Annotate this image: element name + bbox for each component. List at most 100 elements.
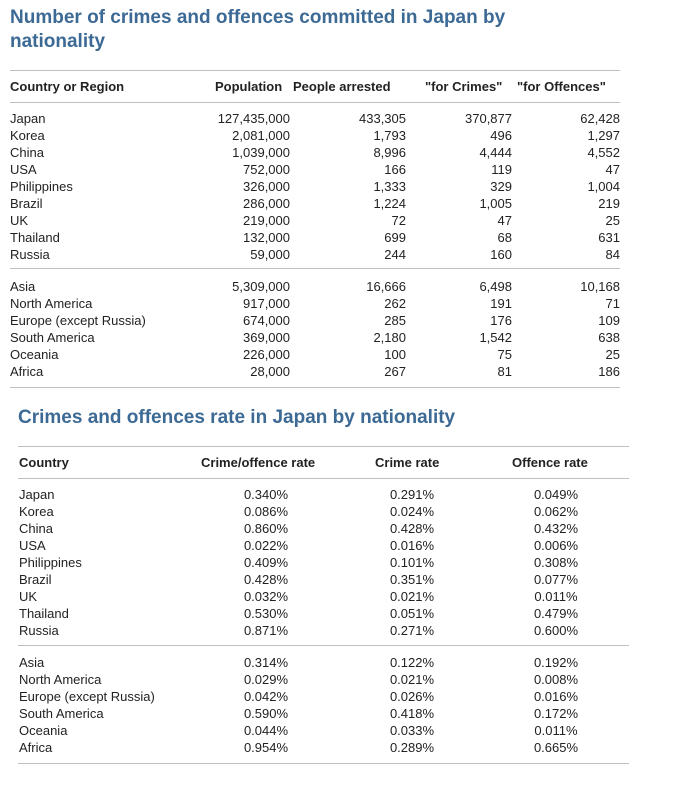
cell-offences: 10,168 (580, 279, 620, 294)
table-row: China 0.860% 0.428% 0.432% (0, 520, 676, 537)
cell-offences: 47 (605, 162, 620, 177)
cell-offence-rate: 0.172% (533, 706, 579, 721)
cell-offence-rate: 0.665% (533, 740, 579, 755)
cell-combined-rate: 0.340% (243, 487, 289, 502)
cell-combined-rate: 0.871% (243, 623, 289, 638)
cell-population: 1,039,000 (232, 145, 290, 160)
table2-bottom-rule (18, 763, 629, 764)
cell-country: Asia (10, 279, 36, 294)
table1-title: Number of crimes and offences committed … (10, 7, 506, 52)
cell-offence-rate: 0.479% (533, 606, 579, 621)
cell-population: 286,000 (243, 196, 290, 211)
cell-combined-rate: 0.860% (243, 521, 289, 536)
cell-crimes: 47 (497, 213, 512, 228)
cell-country: Europe (except Russia) (19, 689, 155, 704)
t1-header-crimes: "for Crimes" (425, 79, 503, 94)
cell-crime-rate: 0.428% (389, 521, 435, 536)
cell-population: 127,435,000 (217, 111, 290, 126)
cell-offences: 631 (598, 230, 620, 245)
cell-offences: 638 (598, 330, 620, 345)
table-row: UK 0.032% 0.021% 0.011% (0, 588, 676, 605)
cell-offences: 62,428 (580, 111, 620, 126)
table1-group-regions: Asia 5,309,000 16,666 6,498 10,168 North Amer… (0, 278, 676, 380)
cell-arrested: 2,180 (373, 330, 406, 345)
table2-title: Crimes and offences rate in Japan by nat… (18, 407, 456, 428)
cell-combined-rate: 0.032% (243, 589, 289, 604)
cell-crime-rate: 0.289% (389, 740, 435, 755)
table-row: Asia 0.314% 0.122% 0.192% (0, 654, 676, 671)
cell-offence-rate: 0.432% (533, 521, 579, 536)
cell-crimes: 75 (497, 347, 512, 362)
cell-crimes: 119 (491, 162, 512, 177)
cell-country: USA (19, 538, 46, 553)
cell-country: China (19, 521, 53, 536)
table-row: Japan 0.340% 0.291% 0.049% (0, 486, 676, 503)
cell-combined-rate: 0.530% (243, 606, 289, 621)
cell-crime-rate: 0.016% (389, 538, 435, 553)
cell-country: South America (10, 330, 95, 345)
cell-crime-rate: 0.026% (389, 689, 435, 704)
cell-combined-rate: 0.954% (243, 740, 289, 755)
table-row: North America 0.029% 0.021% 0.008% (0, 671, 676, 688)
cell-population: 219,000 (243, 213, 290, 228)
table-row: Thailand 0.530% 0.051% 0.479% (0, 605, 676, 622)
table1-group-rule (10, 268, 620, 269)
table1-header-rule (10, 102, 620, 103)
cell-crimes: 329 (490, 179, 512, 194)
cell-country: Europe (except Russia) (10, 313, 146, 328)
cell-offences: 84 (605, 247, 620, 262)
cell-arrested: 285 (384, 313, 406, 328)
cell-country: Russia (19, 623, 59, 638)
cell-arrested: 244 (384, 247, 406, 262)
cell-crime-rate: 0.101% (389, 555, 435, 570)
cell-crime-rate: 0.024% (389, 504, 435, 519)
table-row: Russia 0.871% 0.271% 0.600% (0, 622, 676, 639)
cell-crime-rate: 0.291% (389, 487, 435, 502)
table-row: South America 369,000 2,180 1,542 638 (0, 329, 676, 346)
table-row: Japan 127,435,000 433,305 370,877 62,428 (0, 110, 676, 127)
cell-crimes: 4,444 (479, 145, 512, 160)
cell-combined-rate: 0.314% (243, 655, 289, 670)
cell-offence-rate: 0.062% (533, 504, 579, 519)
cell-combined-rate: 0.590% (243, 706, 289, 721)
t1-header-arrested: People arrested (293, 79, 391, 94)
table-row: Korea 2,081,000 1,793 496 1,297 (0, 127, 676, 144)
cell-arrested: 1,333 (373, 179, 406, 194)
cell-crimes: 1,542 (479, 330, 512, 345)
cell-combined-rate: 0.428% (243, 572, 289, 587)
cell-offences: 1,004 (587, 179, 620, 194)
cell-country: South America (19, 706, 104, 721)
cell-crimes: 370,877 (465, 111, 512, 126)
cell-crime-rate: 0.021% (389, 672, 435, 687)
cell-offence-rate: 0.049% (533, 487, 579, 502)
cell-country: UK (10, 213, 29, 228)
cell-country: China (10, 145, 44, 160)
table2-top-rule (18, 446, 629, 447)
table-row: Thailand 132,000 699 68 631 (0, 229, 676, 246)
cell-offences: 1,297 (587, 128, 620, 143)
cell-combined-rate: 0.409% (243, 555, 289, 570)
cell-population: 674,000 (243, 313, 290, 328)
cell-population: 226,000 (243, 347, 290, 362)
cell-arrested: 8,996 (373, 145, 406, 160)
cell-population: 132,000 (243, 230, 290, 245)
cell-country: Brazil (10, 196, 43, 211)
t1-header-offences: "for Offences" (517, 79, 606, 94)
cell-combined-rate: 0.086% (243, 504, 289, 519)
cell-country: Oceania (19, 723, 68, 738)
table-row: USA 752,000 166 119 47 (0, 161, 676, 178)
cell-country: Japan (19, 487, 55, 502)
table-row: UK 219,000 72 47 25 (0, 212, 676, 229)
cell-offences: 219 (598, 196, 620, 211)
cell-crimes: 81 (497, 364, 512, 379)
table-row: Africa 28,000 267 81 186 (0, 363, 676, 380)
cell-population: 917,000 (243, 296, 290, 311)
table-row: USA 0.022% 0.016% 0.006% (0, 537, 676, 554)
cell-country: Korea (10, 128, 45, 143)
cell-combined-rate: 0.029% (243, 672, 289, 687)
cell-offence-rate: 0.006% (533, 538, 579, 553)
cell-crimes: 496 (490, 128, 512, 143)
cell-offence-rate: 0.011% (534, 723, 578, 738)
cell-offences: 71 (605, 296, 620, 311)
cell-offence-rate: 0.011% (534, 589, 578, 604)
